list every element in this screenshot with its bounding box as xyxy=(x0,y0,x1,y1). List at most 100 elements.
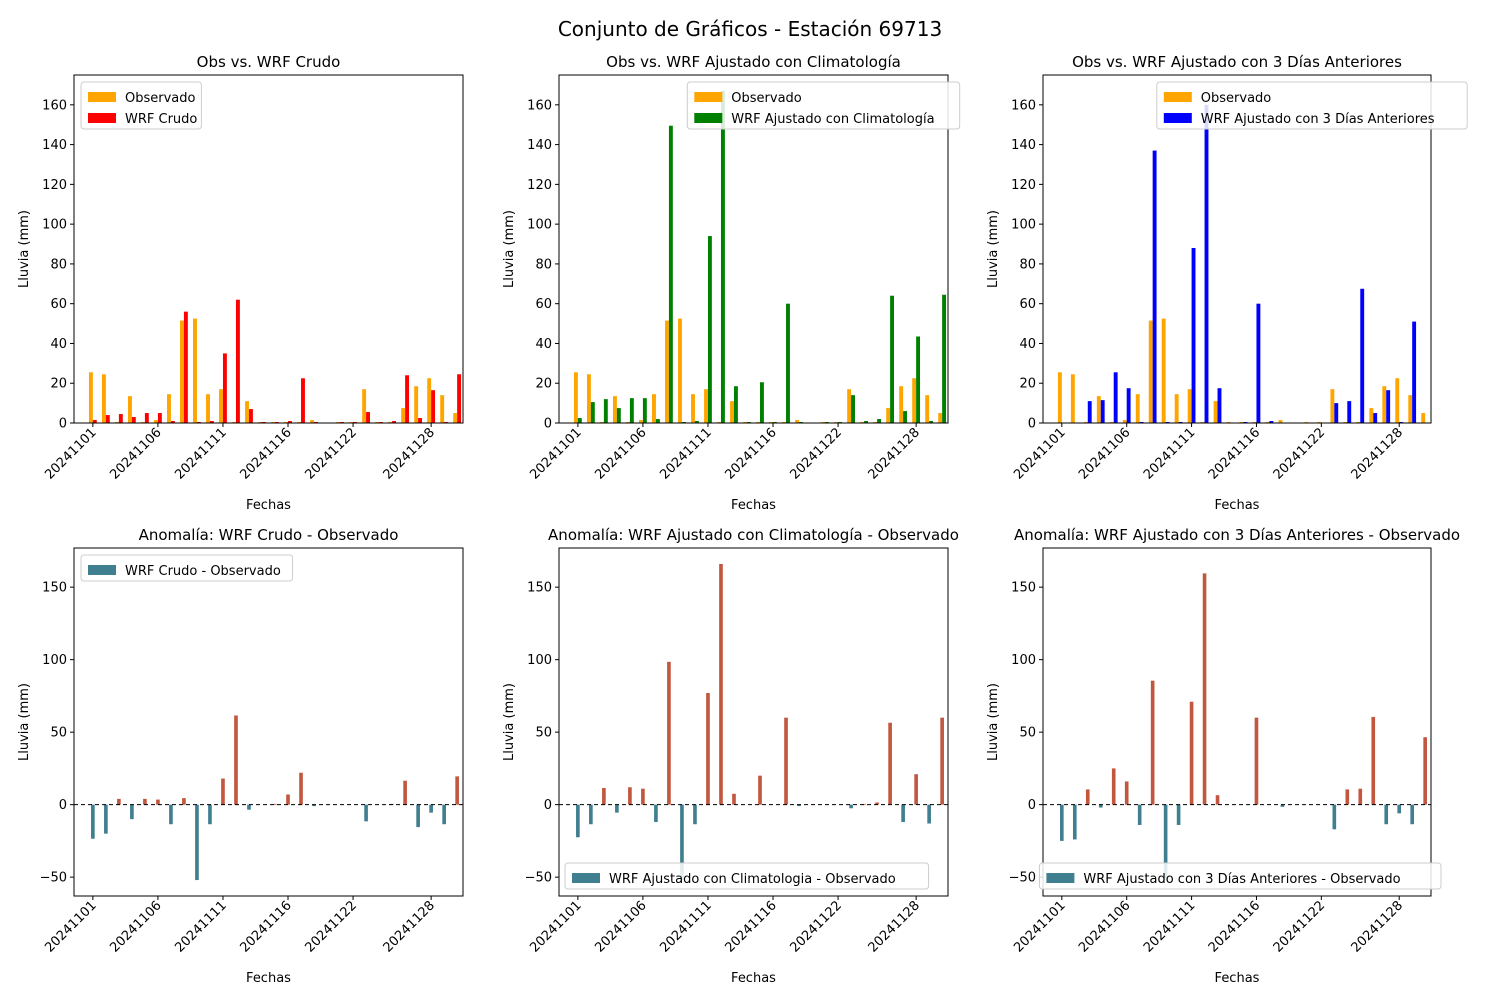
bar xyxy=(914,774,918,805)
bar xyxy=(1113,372,1118,423)
bar xyxy=(760,382,764,423)
bar xyxy=(1152,150,1157,423)
y-tick-label: 0 xyxy=(544,798,552,813)
y-tick-label: 50 xyxy=(50,726,67,741)
bar xyxy=(655,419,660,423)
bar xyxy=(678,318,682,423)
bar xyxy=(1412,321,1417,423)
chart-panel-3: Obs vs. WRF Ajustado con 3 Días Anterior… xyxy=(986,53,1468,513)
y-tick-label: 150 xyxy=(1011,581,1036,596)
bar xyxy=(1213,401,1218,423)
bar xyxy=(193,318,197,423)
legend: Observado WRF Ajustado con 3 Días Anterio… xyxy=(1156,81,1468,130)
y-tick-label: 80 xyxy=(535,257,552,272)
bar xyxy=(577,418,582,423)
bar xyxy=(312,804,316,807)
legend-swatch xyxy=(1163,113,1192,123)
bar xyxy=(299,772,303,805)
bar xyxy=(691,394,695,423)
bar xyxy=(864,421,868,423)
legend-swatch xyxy=(694,113,723,123)
bar xyxy=(586,374,591,423)
legend-swatch xyxy=(694,92,723,102)
bar xyxy=(668,125,673,424)
bar xyxy=(693,804,697,825)
bar xyxy=(1098,804,1103,808)
bar xyxy=(612,396,617,423)
bar xyxy=(182,798,186,805)
bar xyxy=(235,299,240,423)
bar xyxy=(431,390,436,423)
legend: WRF Crudo - Observado xyxy=(80,554,294,582)
bar xyxy=(1330,389,1335,423)
x-tick-label: 20241101 xyxy=(1011,425,1068,482)
bar xyxy=(1332,804,1337,830)
bar xyxy=(642,398,647,423)
legend-label: WRF Ajustado con 3 Días Anteriores xyxy=(1201,112,1435,127)
legend-label: WRF Crudo xyxy=(125,112,197,127)
bar xyxy=(130,804,134,820)
bar xyxy=(286,794,290,805)
bar xyxy=(1059,804,1064,841)
x-axis-label: Fechas xyxy=(1215,971,1260,986)
bar xyxy=(288,421,292,423)
y-tick-label: 140 xyxy=(42,138,67,153)
chart-title: Anomalía: WRF Crudo - Observado xyxy=(139,526,399,544)
x-tick-label: 20241122 xyxy=(1271,898,1328,955)
bar xyxy=(1135,394,1140,423)
bar xyxy=(427,378,432,423)
legend-label: WRF Ajustado con Climatología xyxy=(731,112,934,127)
y-tick-label: 20 xyxy=(50,377,67,392)
bar xyxy=(1347,401,1352,423)
x-tick-label: 20241101 xyxy=(527,898,584,955)
x-tick-label: 20241128 xyxy=(866,425,923,482)
y-tick-label: 0 xyxy=(1028,798,1036,813)
bar xyxy=(603,399,608,423)
legend-swatch xyxy=(572,873,600,883)
x-tick-label: 20241116 xyxy=(237,425,294,482)
x-tick-label: 20241101 xyxy=(42,425,99,482)
bar xyxy=(1126,388,1131,423)
bar xyxy=(1217,388,1222,423)
bar xyxy=(1070,374,1075,423)
y-tick-label: −50 xyxy=(40,871,67,886)
chart-panel-1: Obs vs. WRF Crudo 0 20 40 60 80 100 120 140 160 20… xyxy=(17,53,464,513)
bar xyxy=(1369,408,1374,423)
bar xyxy=(786,303,790,423)
bar xyxy=(903,411,908,423)
bar xyxy=(1122,420,1127,423)
bar xyxy=(652,394,656,423)
x-tick-label: 20241116 xyxy=(722,425,779,482)
bar xyxy=(1334,403,1339,423)
bar xyxy=(1057,372,1062,423)
bar xyxy=(877,419,881,423)
bar xyxy=(942,294,947,423)
bar xyxy=(654,804,658,823)
chart-panel-6: Anomalía: WRF Ajustado con 3 Días Anteri… xyxy=(986,526,1460,986)
y-axis-label: Lluvia (mm) xyxy=(17,683,32,761)
bar xyxy=(143,798,147,805)
bar xyxy=(364,804,368,822)
x-tick-label: 20241106 xyxy=(592,425,649,482)
bar xyxy=(938,413,943,423)
legend: Observado WRF Ajustado con Climatología xyxy=(686,81,961,130)
chart-title: Obs vs. WRF Crudo xyxy=(197,53,341,71)
bar xyxy=(639,420,643,423)
figure-title: Conjunto de Gráficos - Estación 69713 xyxy=(557,17,943,41)
x-tick-label: 20241111 xyxy=(172,425,229,482)
x-tick-label: 20241116 xyxy=(1206,898,1263,955)
bar xyxy=(105,415,110,423)
bar xyxy=(170,421,175,423)
chart-title: Anomalía: WRF Ajustado con Climatología … xyxy=(548,526,959,544)
y-tick-label: 120 xyxy=(527,178,552,193)
plot-frame xyxy=(73,547,464,897)
x-tick-label: 20241128 xyxy=(1349,898,1406,955)
bar xyxy=(301,378,305,423)
bar xyxy=(602,787,606,805)
bar xyxy=(1072,804,1077,840)
x-tick-label: 20241122 xyxy=(787,425,844,482)
x-tick-label: 20241128 xyxy=(381,425,438,482)
chart-panel-5: Anomalía: WRF Ajustado con Climatología … xyxy=(502,526,959,986)
